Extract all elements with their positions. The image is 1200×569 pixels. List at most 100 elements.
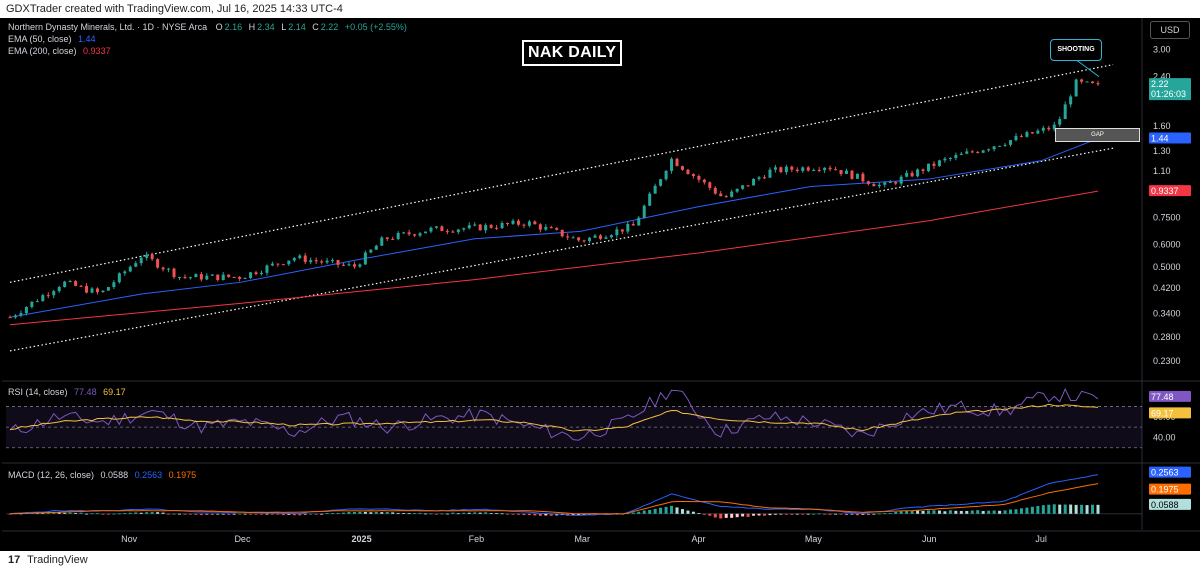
macd-histogram-bar — [735, 513, 739, 518]
channel-upper-line — [9, 64, 1114, 283]
candle-body — [795, 169, 799, 171]
last-price-label-countdown: 01:26:03 — [1151, 89, 1186, 99]
macd-histogram-bar — [970, 510, 974, 514]
candle-body — [752, 179, 756, 186]
macd-histogram-bar — [664, 506, 668, 514]
candle-body — [434, 226, 438, 228]
ema200-axis-label-bg — [1149, 185, 1191, 197]
macd-histogram-bar — [276, 513, 280, 515]
macd-histogram-bar — [259, 513, 263, 515]
callout-pointer — [1074, 58, 1100, 78]
macd-histogram-bar — [648, 509, 652, 514]
candle-body — [883, 182, 887, 185]
macd-histogram-bar — [1036, 505, 1040, 514]
candle-body — [905, 172, 909, 177]
macd-histogram-bar — [582, 513, 586, 516]
candle-body — [894, 182, 898, 184]
macd-histogram-bar — [434, 513, 438, 515]
candle-body — [522, 224, 526, 226]
ema50-value: 1.44 — [78, 34, 96, 44]
candle-body — [527, 221, 531, 226]
macd-histogram-bar — [380, 512, 384, 514]
candle-body — [320, 261, 324, 263]
open-value: 2.16 — [224, 22, 243, 32]
macd-histogram-bar — [872, 513, 876, 515]
candle-body — [347, 264, 351, 266]
ema200-legend: EMA (200, close) 0.9337 — [8, 46, 111, 56]
macd-histogram-bar — [1041, 505, 1045, 514]
candle-body — [965, 151, 969, 154]
currency-button[interactable]: USD — [1150, 21, 1190, 39]
time-axis-tick: Jul — [1035, 534, 1047, 544]
candle-body — [1085, 81, 1089, 83]
macd-histogram-bar — [210, 513, 214, 515]
candle-body — [19, 313, 23, 316]
macd-histogram-bar — [358, 511, 362, 514]
candle-body — [24, 307, 28, 314]
price-axis-tick: 0.2800 — [1153, 332, 1181, 342]
candle-body — [719, 193, 723, 197]
macd-histogram-bar — [243, 513, 247, 515]
candle-body — [112, 282, 116, 288]
rsi-ma-axis-label-bg — [1149, 407, 1191, 419]
candle-body — [577, 237, 581, 241]
candle-body — [855, 173, 859, 179]
macd-histogram-bar — [35, 513, 39, 514]
macd-histogram-bar — [686, 510, 690, 514]
time-axis-tick: Apr — [692, 534, 706, 544]
macd-histogram-bar — [467, 512, 471, 514]
rsi-label: RSI (14, close) — [8, 387, 68, 397]
macd-histogram-bar — [921, 510, 925, 514]
candle-body — [478, 224, 482, 231]
macd-histogram-bar — [1069, 504, 1073, 514]
macd-histogram-bar — [626, 513, 630, 514]
macd-histogram-bar — [987, 510, 991, 514]
macd-histogram-bar — [484, 512, 488, 514]
macd-histogram-bar — [752, 513, 756, 516]
candle-body — [877, 184, 881, 187]
candle-body — [287, 260, 291, 265]
time-axis-tick: Mar — [574, 534, 590, 544]
macd-histogram-bar — [1047, 504, 1051, 514]
candle-body — [582, 240, 586, 242]
macd-histogram-bar — [1009, 509, 1013, 514]
macd-histogram-bar — [309, 513, 313, 515]
macd-histogram-bar — [199, 513, 203, 516]
macd-histogram-bar — [823, 513, 827, 515]
candle-body — [588, 237, 592, 242]
candle-body — [30, 301, 34, 308]
ema50-line — [9, 138, 1099, 318]
macd-histogram-bar — [965, 510, 969, 514]
candle-body — [1074, 79, 1078, 97]
macd-histogram-bar — [806, 513, 810, 515]
candle-body — [538, 224, 542, 230]
tradingview-logo-icon: 17 — [8, 554, 21, 566]
macd-histogram-bar — [670, 505, 674, 514]
macd-histogram-bar — [478, 512, 482, 514]
candle-body — [560, 229, 564, 237]
macd-histogram-bar — [363, 511, 367, 514]
macd-histogram-bar — [1019, 508, 1023, 514]
ema200-label: EMA (200, close) — [8, 46, 77, 56]
candle-body — [872, 184, 876, 187]
macd-histogram-bar — [998, 510, 1002, 514]
candle-body — [1069, 96, 1073, 105]
candle-body — [724, 196, 728, 198]
chart-title: NAK DAILY — [522, 40, 623, 66]
candle-body — [117, 273, 121, 283]
candle-body — [615, 229, 619, 236]
macd-histogram-bar — [429, 513, 433, 515]
open-label: O — [215, 22, 223, 32]
macd-histogram-bar — [1030, 506, 1034, 514]
candle-body — [1080, 79, 1084, 82]
candle-body — [1091, 81, 1095, 84]
macd-histogram-bar — [451, 512, 455, 514]
candle-body — [746, 185, 750, 187]
macd-histogram-bar — [506, 513, 510, 515]
candle-body — [1063, 104, 1067, 120]
time-axis-tick: 2025 — [352, 534, 372, 544]
price-axis-tick: 1.30 — [1153, 146, 1171, 156]
candle-body — [790, 166, 794, 170]
macd-histogram-bar — [719, 513, 723, 519]
macd-histogram-bar — [812, 513, 816, 515]
